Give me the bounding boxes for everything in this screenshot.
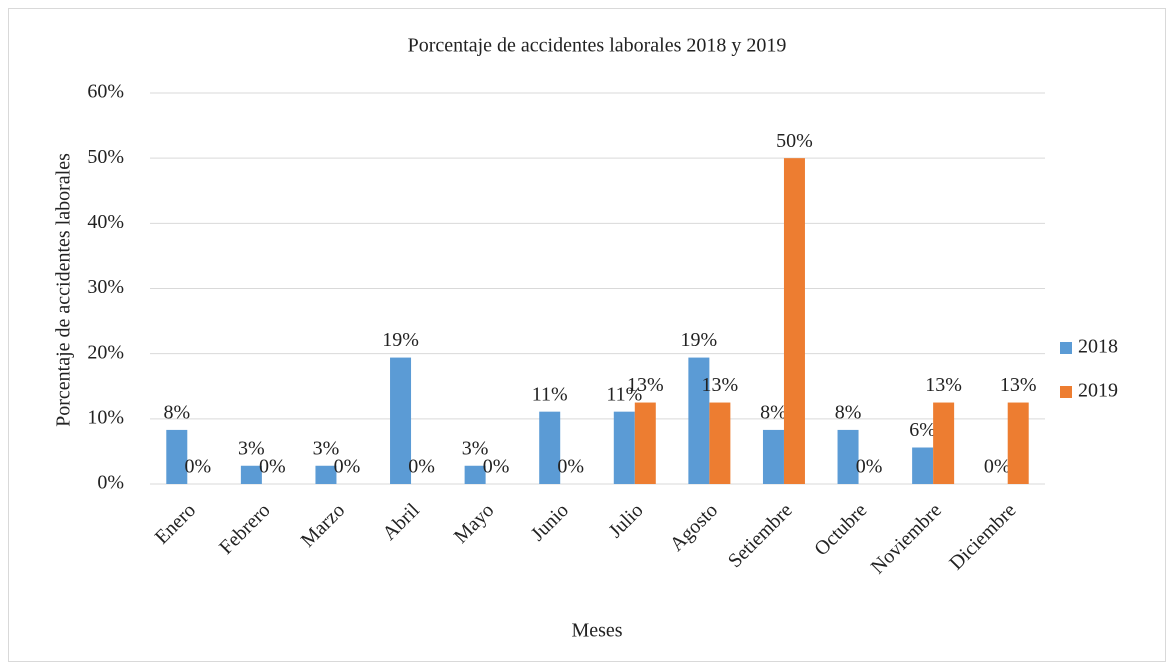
y-tick-label: 40% xyxy=(87,211,124,233)
chart-title: Porcentaje de accidentes laborales 2018 … xyxy=(408,35,787,57)
data-label: 0% xyxy=(334,456,361,478)
data-label: 13% xyxy=(627,374,664,396)
y-tick-label: 50% xyxy=(87,146,124,168)
data-label: 11% xyxy=(532,383,568,405)
data-label: 0% xyxy=(184,456,211,478)
data-label: 50% xyxy=(776,130,813,152)
data-label: 8% xyxy=(163,402,190,424)
x-axis-label: Meses xyxy=(571,620,622,642)
bar xyxy=(613,411,635,484)
bar xyxy=(783,158,805,484)
bar xyxy=(688,357,710,484)
data-label: 11% xyxy=(606,383,642,405)
bar xyxy=(1007,402,1029,484)
bar xyxy=(464,465,486,484)
data-label: 8% xyxy=(835,402,862,424)
bar xyxy=(933,402,955,484)
bar xyxy=(837,429,859,484)
bar xyxy=(634,402,656,484)
bar xyxy=(390,357,412,484)
bar xyxy=(315,465,337,484)
legend-label: 2018 xyxy=(1078,336,1118,358)
legend-label: 2019 xyxy=(1078,380,1118,402)
y-axis-label: Porcentaje de accidentes laborales xyxy=(53,153,75,427)
data-label: 13% xyxy=(1000,374,1037,396)
y-tick-label: 10% xyxy=(87,406,124,428)
data-label: 6% xyxy=(909,419,936,441)
data-label: 0% xyxy=(259,456,286,478)
data-label: 0% xyxy=(557,456,584,478)
y-tick-label: 20% xyxy=(87,341,124,363)
bar xyxy=(912,447,934,484)
y-tick-label: 0% xyxy=(97,472,124,494)
data-label: 0% xyxy=(984,456,1011,478)
bar xyxy=(539,411,561,484)
data-label: 0% xyxy=(408,456,435,478)
data-label: 3% xyxy=(313,437,340,459)
data-label: 19% xyxy=(681,329,718,351)
bar xyxy=(240,465,262,484)
bar xyxy=(709,402,731,484)
data-label: 13% xyxy=(702,374,739,396)
y-tick-label: 30% xyxy=(87,276,124,298)
data-label: 8% xyxy=(760,402,787,424)
data-label: 0% xyxy=(856,456,883,478)
legend-swatch xyxy=(1060,386,1072,398)
legend-swatch xyxy=(1060,342,1072,354)
data-label: 19% xyxy=(382,329,419,351)
bar xyxy=(166,429,188,484)
data-label: 3% xyxy=(238,437,265,459)
bar xyxy=(762,429,784,484)
data-label: 3% xyxy=(462,437,489,459)
data-label: 13% xyxy=(925,374,962,396)
data-label: 0% xyxy=(483,456,510,478)
y-tick-label: 60% xyxy=(87,81,124,103)
chart-border xyxy=(8,8,1166,662)
